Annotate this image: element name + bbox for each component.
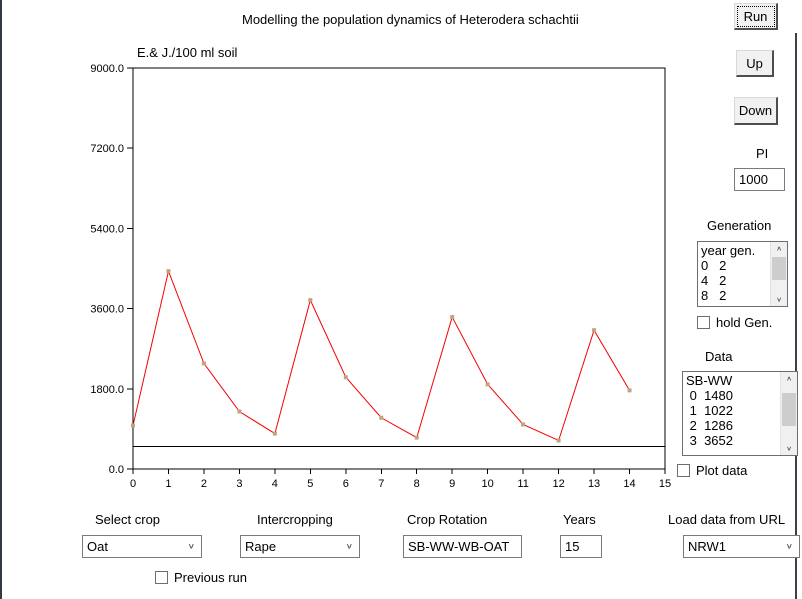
svg-text:14: 14 [623, 478, 635, 490]
data-list-item[interactable]: SB-WW [686, 373, 733, 388]
crop-rotation-input[interactable] [403, 535, 522, 558]
intercropping-value: Rape [245, 539, 277, 554]
years-input[interactable] [560, 535, 602, 558]
svg-text:11: 11 [517, 478, 528, 490]
chevron-down-icon: ∨ [785, 542, 793, 551]
svg-text:10: 10 [482, 478, 494, 490]
svg-text:5400.0: 5400.0 [90, 223, 124, 235]
svg-text:3: 3 [236, 478, 242, 490]
svg-text:4: 4 [272, 478, 278, 490]
generation-scroll-thumb[interactable] [772, 257, 786, 280]
scroll-down-icon[interactable]: ∨ [786, 444, 792, 453]
hold-gen-checkbox[interactable]: hold Gen. [697, 315, 772, 330]
svg-text:13: 13 [588, 478, 600, 490]
svg-text:8: 8 [414, 478, 420, 490]
svg-text:7200.0: 7200.0 [90, 143, 124, 155]
scroll-down-icon[interactable]: ∨ [776, 295, 782, 304]
checkbox-box[interactable] [155, 571, 168, 584]
generation-scroll-track[interactable] [771, 255, 787, 293]
scroll-up-icon[interactable]: ∧ [786, 374, 792, 383]
generation-label: Generation [707, 218, 772, 233]
svg-text:3600.0: 3600.0 [90, 304, 124, 316]
svg-text:0: 0 [130, 478, 136, 490]
svg-text:7: 7 [378, 478, 384, 490]
svg-text:6: 6 [343, 478, 349, 490]
up-button[interactable]: Up [736, 50, 774, 77]
previous-run-label: Previous run [174, 570, 247, 585]
hold-gen-label: hold Gen. [716, 315, 773, 330]
generation-list-item[interactable]: 0 2 [701, 258, 727, 273]
load-url-dropdown[interactable]: NRW1 ∨ [683, 535, 800, 558]
svg-text:9000.0: 9000.0 [90, 63, 124, 75]
pi-label: PI [756, 146, 769, 161]
chevron-down-icon: ∨ [345, 542, 353, 551]
chart-y-axis-label: E.& J./100 ml soil [137, 45, 238, 60]
plot-data-label: Plot data [696, 463, 748, 478]
data-scroll-thumb[interactable] [782, 393, 796, 426]
svg-text:1800.0: 1800.0 [90, 384, 124, 396]
window-border-left [0, 0, 2, 599]
scroll-up-icon[interactable]: ∧ [776, 244, 782, 253]
svg-text:12: 12 [552, 478, 564, 490]
svg-text:0.0: 0.0 [109, 464, 124, 476]
run-button[interactable]: Run [734, 3, 778, 30]
load-url-label: Load data from URL [668, 512, 786, 527]
select-crop-dropdown[interactable]: Oat ∨ [82, 535, 202, 558]
data-scroll-track[interactable] [781, 385, 797, 442]
load-url-value: NRW1 [688, 539, 727, 554]
data-label: Data [705, 349, 733, 364]
svg-text:2: 2 [201, 478, 207, 490]
intercropping-dropdown[interactable]: Rape ∨ [240, 535, 360, 558]
generation-scrollbar[interactable]: ∧ ∨ [770, 242, 787, 306]
select-crop-label: Select crop [95, 512, 161, 527]
svg-text:9: 9 [449, 478, 455, 490]
intercropping-label: Intercropping [257, 512, 333, 527]
generation-list-item[interactable]: year gen. [701, 243, 756, 258]
data-list-item[interactable]: 1 1022 [686, 403, 733, 418]
data-list[interactable]: SB-WW 0 1480 1 1022 2 1286 3 3652 ∧ ∨ [682, 371, 798, 456]
svg-text:5: 5 [307, 478, 313, 490]
chevron-down-icon: ∨ [187, 542, 195, 551]
generation-list-item[interactable]: 4 2 [701, 273, 727, 288]
page-title: Modelling the population dynamics of Het… [242, 12, 579, 27]
svg-text:15: 15 [659, 478, 671, 490]
crop-rotation-label: Crop Rotation [407, 512, 488, 527]
generation-list-item[interactable]: 8 2 [701, 288, 727, 303]
plot-data-checkbox[interactable]: Plot data [677, 463, 747, 478]
checkbox-box[interactable] [677, 464, 690, 477]
select-crop-value: Oat [87, 539, 108, 554]
svg-text:1: 1 [165, 478, 171, 490]
years-label: Years [563, 512, 596, 527]
data-list-item[interactable]: 3 3652 [686, 433, 733, 448]
generation-list[interactable]: year gen. 0 2 4 2 8 2 ∧ ∨ [697, 241, 788, 307]
checkbox-box[interactable] [697, 316, 710, 329]
window-border-right [795, 33, 797, 599]
data-scrollbar[interactable]: ∧ ∨ [780, 372, 797, 455]
data-list-item[interactable]: 0 1480 [686, 388, 733, 403]
pi-input[interactable] [734, 168, 785, 191]
previous-run-checkbox[interactable]: Previous run [155, 570, 247, 585]
down-button[interactable]: Down [734, 97, 778, 125]
data-list-item[interactable]: 2 1286 [686, 418, 733, 433]
